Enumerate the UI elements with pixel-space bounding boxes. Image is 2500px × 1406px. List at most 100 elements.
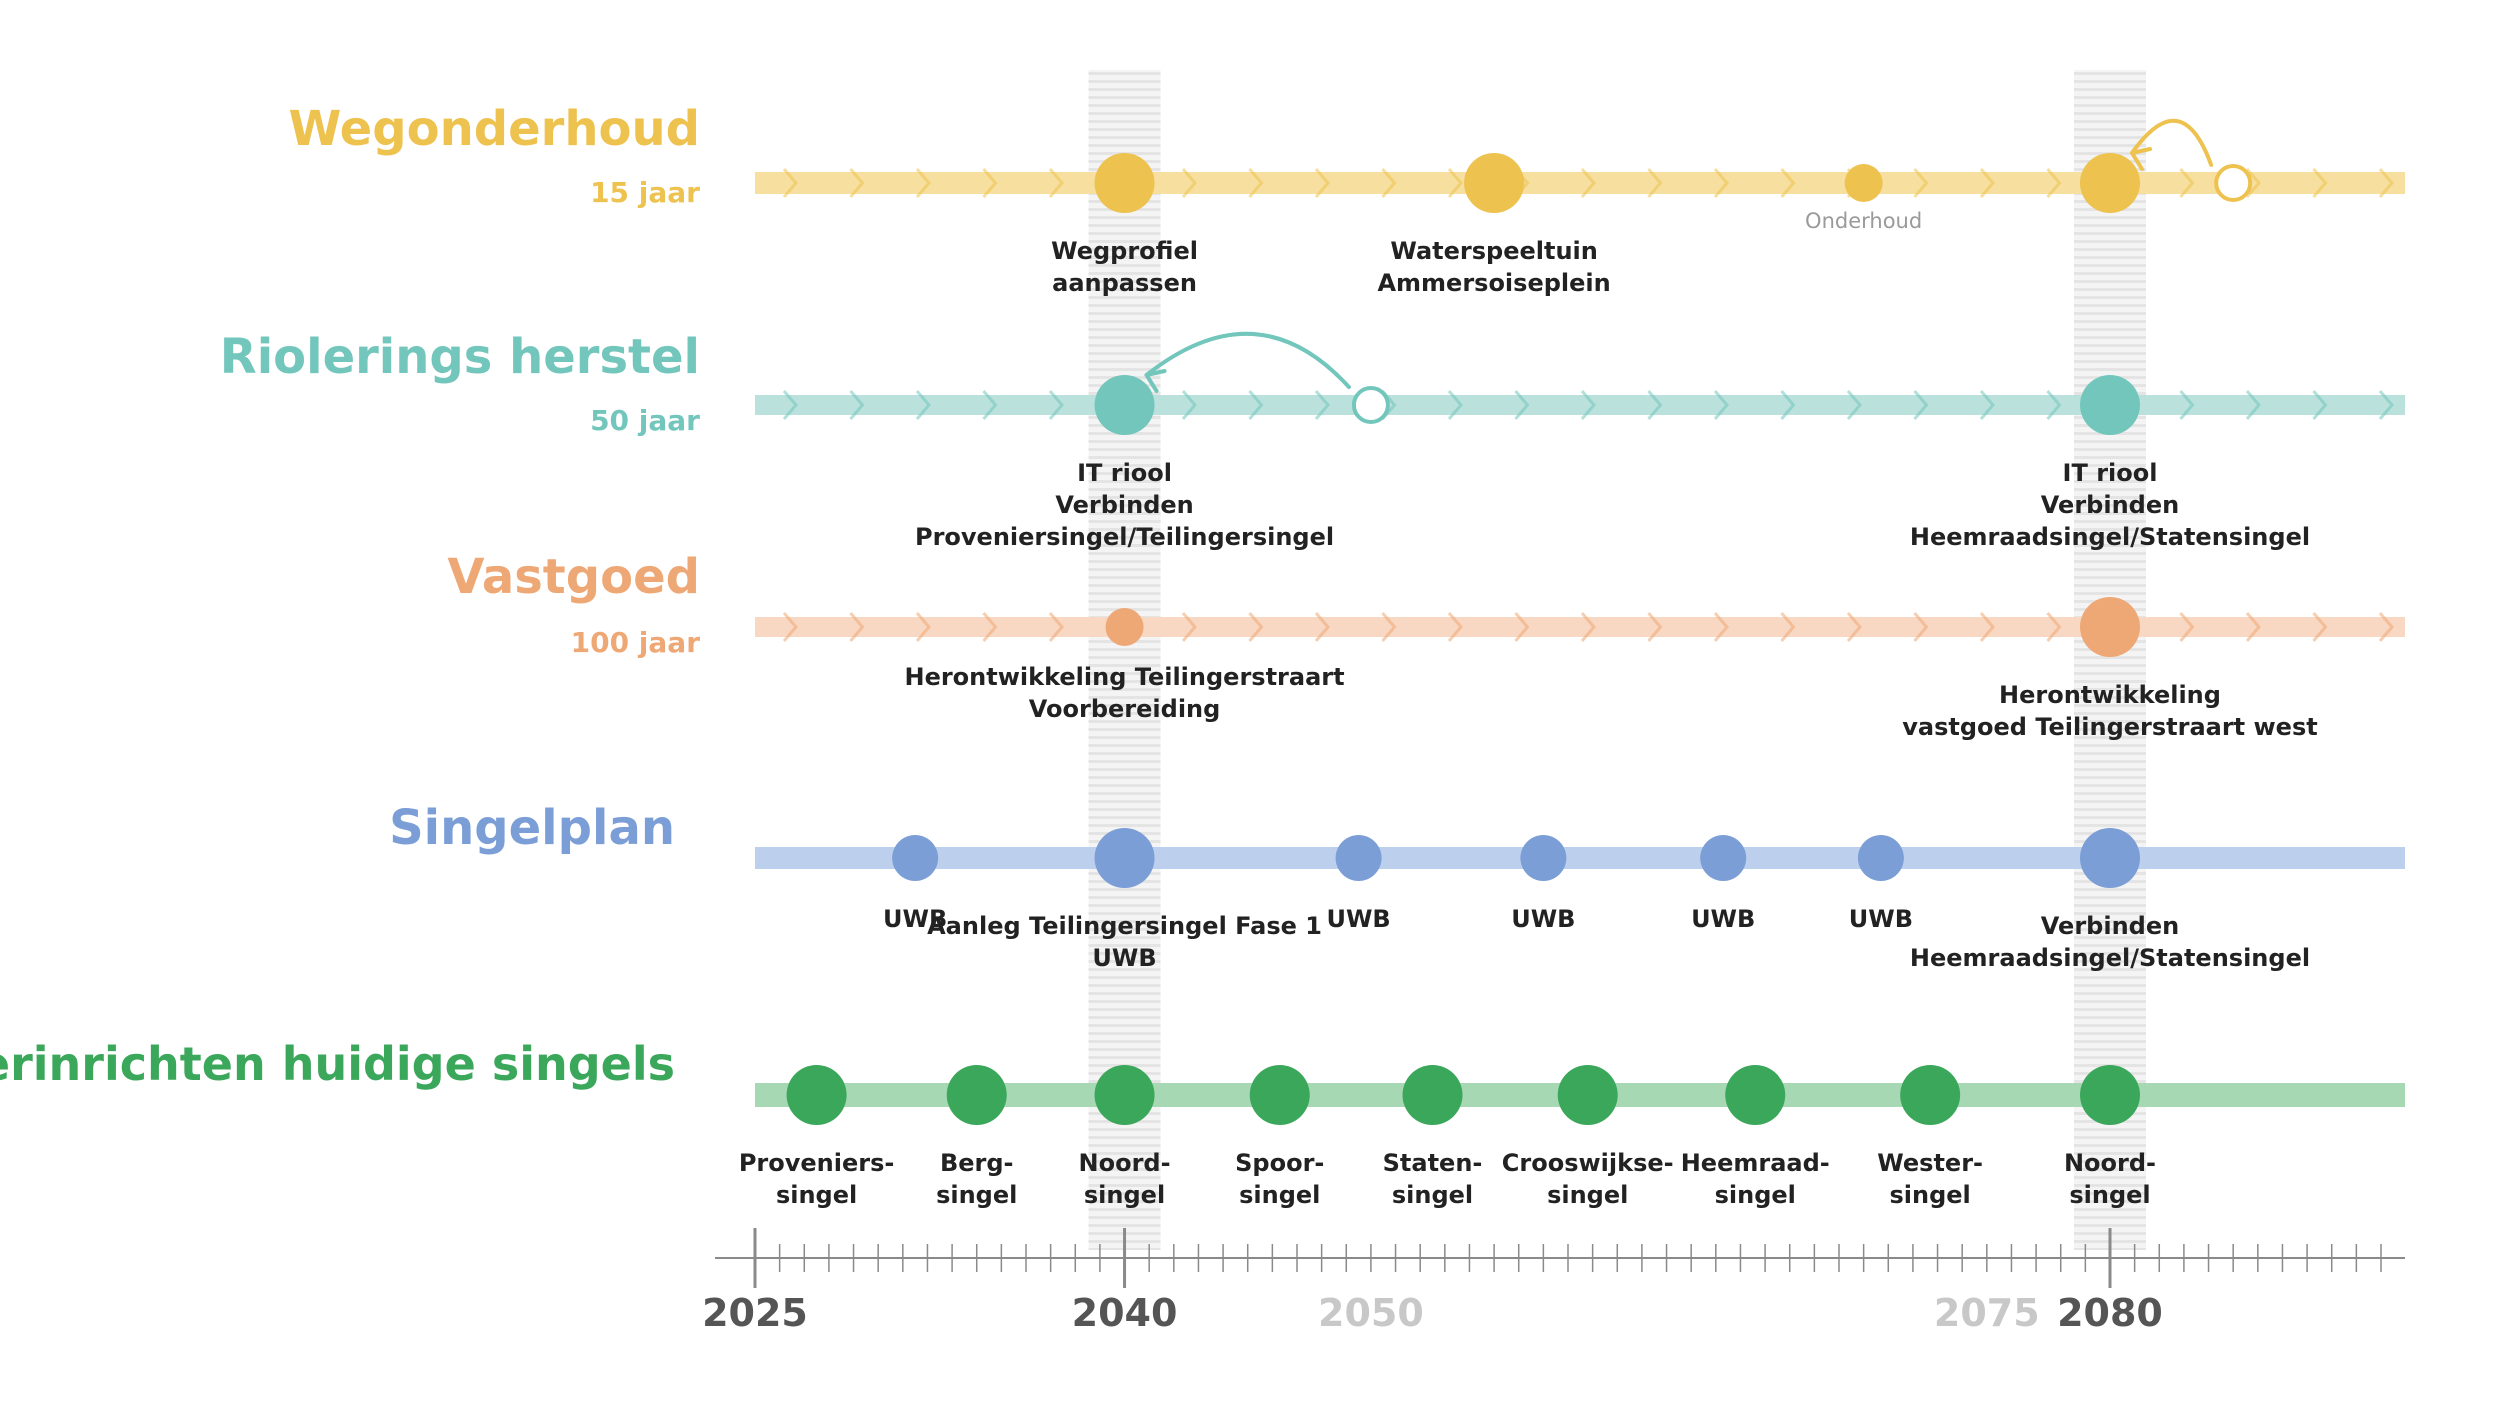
event-marker [892, 835, 939, 881]
chevron-icon [1580, 612, 1596, 642]
row-riolering: Riolerings herstel 50 jaar IT riool Verbind… [220, 329, 2405, 551]
event-label: singel [1547, 1181, 1628, 1209]
highlight-column-2080 [2074, 70, 2146, 1250]
event-marker [946, 1065, 1007, 1125]
chevron-icon [1713, 612, 1729, 642]
axis-label: 2025 [702, 1291, 808, 1335]
event-marker [1249, 1065, 1310, 1125]
chevron-icon [1314, 390, 1330, 420]
event-label: Crooswijkse- [1502, 1149, 1674, 1177]
event-label: singel [2069, 1181, 2150, 1209]
chevron-icon [1314, 612, 1330, 642]
row-title: Vastgoed [447, 549, 700, 605]
event-marker [1700, 835, 1747, 881]
chevron-icon [982, 168, 998, 198]
event-marker [1094, 375, 1155, 435]
event-marker [1094, 153, 1155, 213]
chevron-icon [1713, 168, 1729, 198]
chevron-icon [1913, 168, 1929, 198]
event-marker [1402, 1065, 1463, 1125]
arrowhead-icon [1144, 369, 1167, 393]
chevron-icon [1780, 168, 1796, 198]
event-label: Onderhoud [1805, 209, 1922, 233]
event-marker [1335, 835, 1382, 881]
event-label: singel [1715, 1181, 1796, 1209]
event-label: Verbinden [2041, 912, 2179, 940]
event-marker [1094, 828, 1155, 888]
chevron-icon [849, 390, 865, 420]
event-label: Voorbereiding [1029, 695, 1221, 723]
chevron-icon [1913, 390, 1929, 420]
chevron-icon [1979, 612, 1995, 642]
chevron-icon [2179, 168, 2195, 198]
chevron-icon [782, 390, 798, 420]
event-marker [1105, 608, 1144, 646]
row-title: Riolerings herstel [220, 329, 700, 385]
chevron-icon [1979, 390, 1995, 420]
event-label: singel [936, 1181, 1017, 1209]
chevron-icon [1447, 390, 1463, 420]
chevron-icon [1048, 390, 1064, 420]
chevron-icon [782, 168, 798, 198]
chevron-icon [849, 612, 865, 642]
timeline-band [755, 847, 2405, 869]
chevron-icon [2046, 168, 2062, 198]
chevron-icon [2378, 168, 2394, 198]
chevron-icon [1447, 168, 1463, 198]
chevron-icon [1181, 168, 1197, 198]
event-label: Ammersoiseplein [1377, 269, 1610, 297]
event-label: UWB [883, 905, 947, 933]
move-arrow [2130, 119, 2214, 167]
chevron-icon [2046, 390, 2062, 420]
chevron-icon [1647, 390, 1663, 420]
event-marker [2080, 375, 2140, 435]
event-label: Herontwikkeling Teilingerstraart [904, 663, 1344, 691]
event-marker [1464, 153, 1525, 213]
chevron-icon [1048, 168, 1064, 198]
chevron-icon [1381, 612, 1397, 642]
event-marker [1857, 835, 1904, 881]
event-marker [2080, 153, 2140, 213]
event-marker [1094, 1065, 1155, 1125]
chevron-icon [1580, 390, 1596, 420]
event-label: Noord- [2064, 1149, 2156, 1177]
event-label: singel [776, 1181, 857, 1209]
row-vastgoed: Vastgoed 100 jaar Herontwikkeling Teilinge… [447, 549, 2405, 741]
row-herinrichten: Herinrichten huidige singels Proveniers-s… [0, 1037, 2405, 1209]
chevron-icon [1846, 390, 1862, 420]
event-label: Aanleg Teilingersingel Fase 1 [927, 912, 1322, 940]
event-label: Staten- [1383, 1149, 1483, 1177]
chevron-icon [2245, 390, 2261, 420]
event-marker [1844, 164, 1883, 202]
chevron-icon [1248, 390, 1264, 420]
event-label: singel [1084, 1181, 1165, 1209]
event-marker [2080, 1065, 2140, 1125]
row-title: Singelplan [389, 800, 675, 856]
chevron-icon [2312, 390, 2328, 420]
timeline-band [755, 395, 2405, 415]
chevron-icon [1780, 390, 1796, 420]
chevron-icon [2245, 612, 2261, 642]
event-marker [1557, 1065, 1618, 1125]
event-label: Verbinden [2041, 491, 2179, 519]
chevron-icon [782, 612, 798, 642]
event-label: Verbinden [1055, 491, 1193, 519]
event-label: IT riool [1077, 459, 1172, 487]
event-label: Waterspeeltuin [1390, 237, 1598, 265]
chevron-icon [2046, 612, 2062, 642]
event-label: singel [1890, 1181, 1971, 1209]
chevron-icon [1314, 168, 1330, 198]
chevron-icon [1181, 390, 1197, 420]
axis-label: 2050 [1318, 1291, 1424, 1335]
event-label: singel [1392, 1181, 1473, 1209]
axis-label: 2080 [2057, 1291, 2163, 1335]
axis-label: 2040 [1072, 1291, 1178, 1335]
event-label: Berg- [940, 1149, 1014, 1177]
event-label: Heemraadsingel/Statensingel [1910, 523, 2310, 551]
row-subtitle: 15 jaar [590, 176, 700, 209]
chevron-icon [2179, 390, 2195, 420]
arrowhead-icon [2130, 147, 2152, 171]
timeline-band [755, 617, 2405, 637]
chevron-icon [2245, 168, 2261, 198]
